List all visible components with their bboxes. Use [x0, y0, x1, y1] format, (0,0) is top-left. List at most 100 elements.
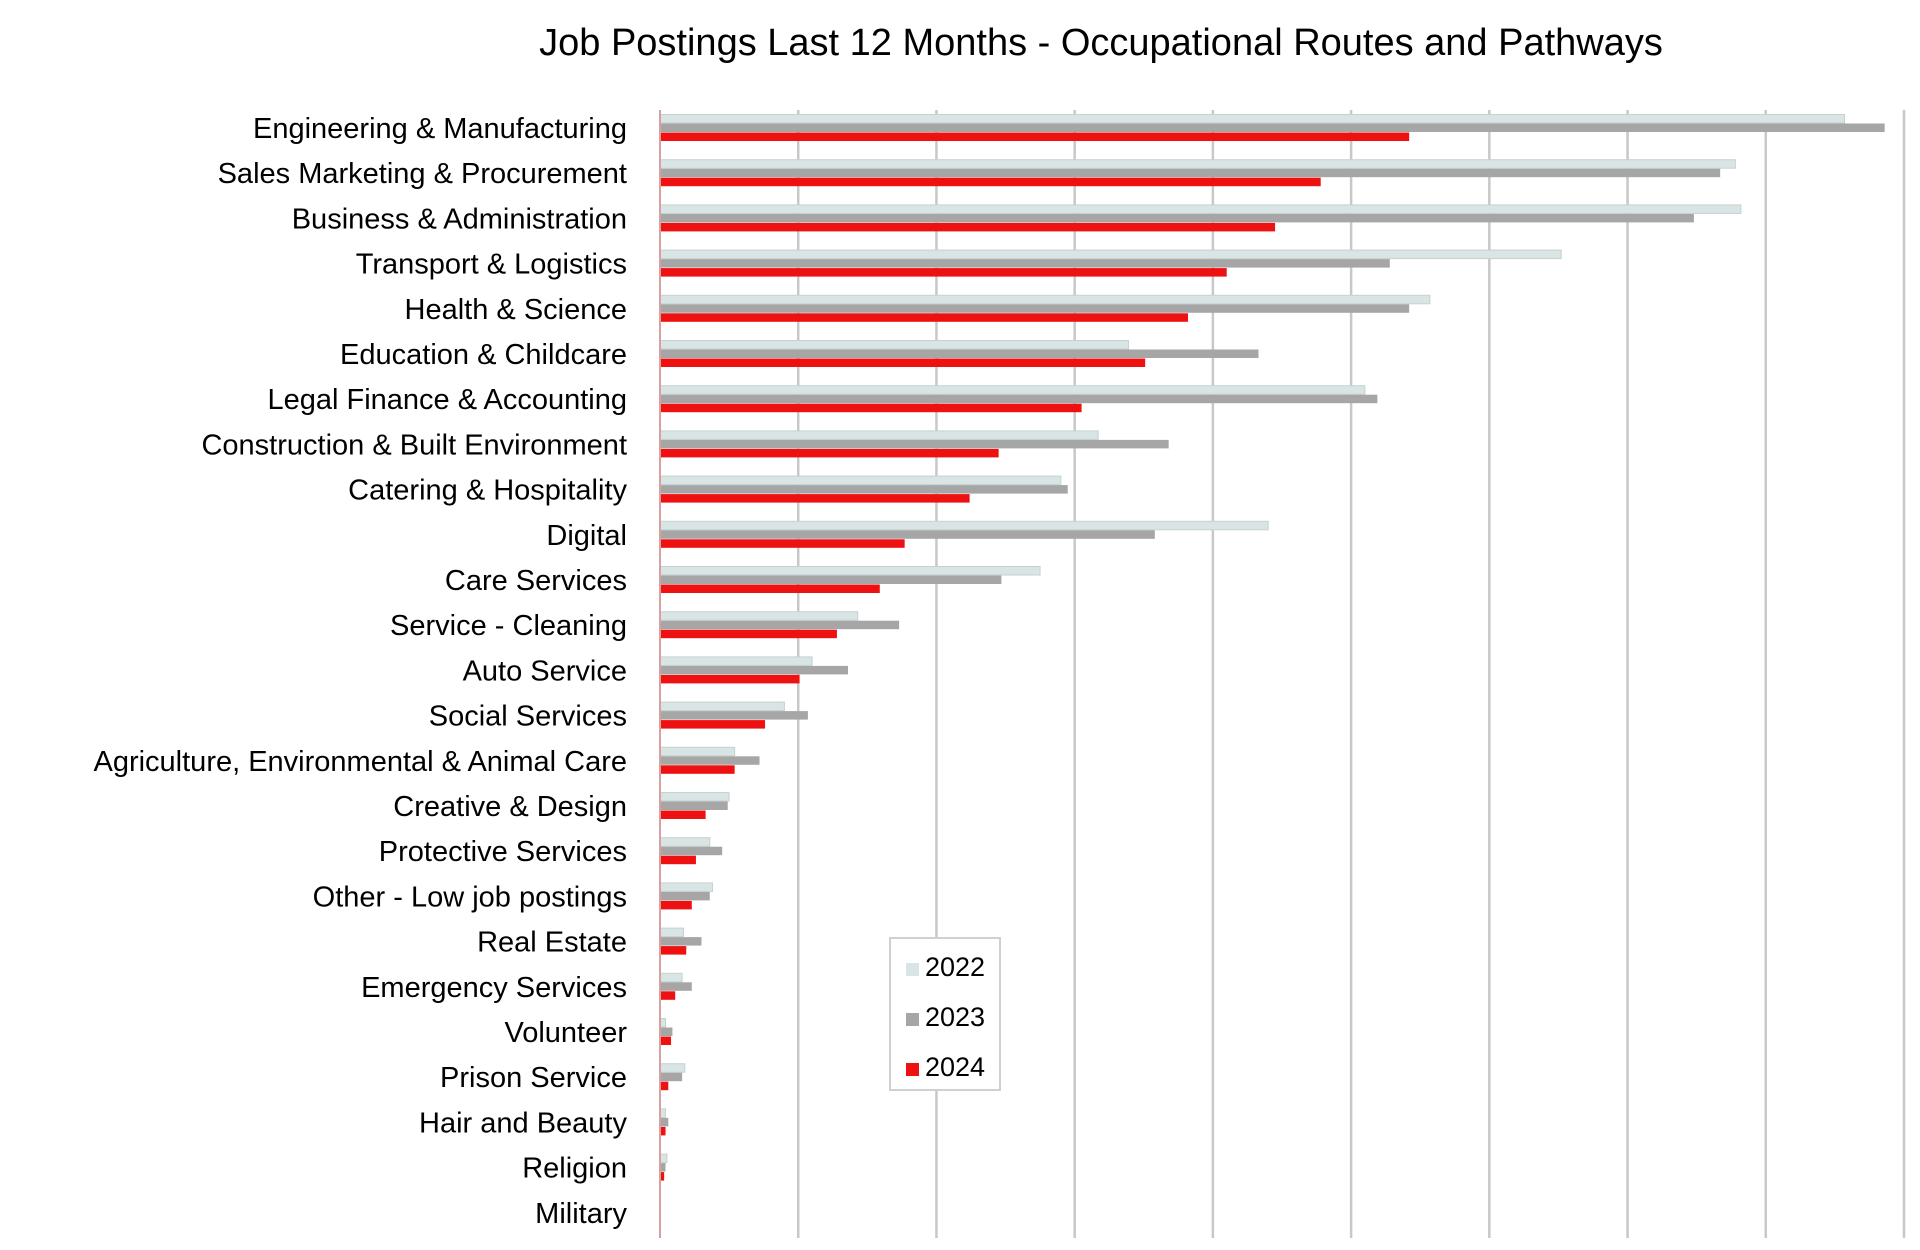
bar-2024 [660, 674, 800, 684]
bar-2022 [659, 746, 736, 757]
bars [659, 114, 1885, 1181]
bar-2023 [660, 711, 808, 720]
bar-2023 [660, 665, 848, 675]
category-label: Military [535, 1198, 627, 1230]
bar-2023 [660, 1027, 673, 1036]
bar-2023 [660, 846, 723, 856]
bar-2024 [660, 132, 1410, 141]
category-label: Sales Marketing & Procurement [218, 158, 627, 190]
bar-2024 [660, 1081, 669, 1091]
bar-2023 [660, 891, 710, 901]
bar-2023 [660, 620, 900, 630]
bar-2024 [660, 268, 1227, 277]
category-label: Real Estate [477, 927, 627, 959]
bar-2023 [660, 1163, 666, 1172]
bar-2022 [659, 385, 1366, 395]
bar-2022 [659, 114, 1846, 124]
category-label: Agriculture, Environmental & Animal Care [93, 746, 627, 778]
bar-2022 [659, 340, 1130, 350]
bar-2023 [660, 1117, 669, 1127]
bar-2023 [660, 801, 728, 810]
bar-2024 [660, 900, 692, 910]
bar-2022 [659, 475, 1062, 486]
category-label: Hair and Beauty [419, 1107, 627, 1139]
bar-2024 [660, 584, 880, 593]
bar-2022 [659, 294, 1431, 305]
category-label: Business & Administration [292, 203, 627, 235]
bar-2023 [660, 1072, 683, 1082]
chart-title: Job Postings Last 12 Months - Occupation… [539, 22, 1663, 64]
bar-2024 [660, 991, 676, 1000]
bar-2022 [659, 837, 711, 847]
category-label: Legal Finance & Accounting [267, 384, 627, 416]
bar-2024 [660, 855, 696, 865]
category-label: Engineering & Manufacturing [253, 113, 627, 145]
category-label: Religion [522, 1153, 627, 1185]
category-label: Education & Childcare [340, 339, 627, 371]
category-label: Social Services [429, 701, 627, 733]
bar-2024 [660, 494, 970, 503]
category-label: Other - Low job postings [313, 881, 627, 913]
bar-2024 [660, 946, 687, 955]
bar-2023 [660, 123, 1885, 132]
bar-2024 [660, 629, 837, 639]
bar-2022 [659, 701, 785, 712]
bar-2022 [659, 656, 813, 666]
category-label: Creative & Design [393, 791, 627, 823]
bar-2023 [660, 259, 1390, 268]
bar-2022 [659, 204, 1742, 214]
bar-2024 [660, 313, 1189, 322]
bar-2023 [660, 530, 1155, 539]
bar-2023 [660, 982, 692, 991]
bar-2024 [660, 358, 1146, 367]
bar-2024 [660, 720, 766, 729]
bar-2022 [659, 520, 1269, 531]
bar-2022 [659, 792, 730, 802]
bar-2022 [659, 249, 1562, 260]
category-label: Prison Service [440, 1062, 627, 1094]
bar-2023 [660, 485, 1068, 494]
category-label: Digital [546, 520, 627, 552]
bar-2023 [660, 394, 1378, 404]
category-label: Volunteer [504, 1017, 627, 1049]
category-label: Health & Science [405, 294, 627, 326]
bar-2022 [659, 159, 1736, 169]
bar-2024 [660, 1172, 665, 1181]
category-label: Construction & Built Environment [201, 429, 627, 461]
bar-2024 [660, 222, 1276, 232]
category-label: Care Services [445, 565, 627, 597]
bar-2023 [660, 439, 1169, 449]
legend: 2022 2023 2024 [889, 937, 1001, 1091]
legend-swatch [906, 1013, 919, 1026]
bar-2023 [660, 756, 760, 765]
bar-2022 [659, 972, 683, 983]
bar-2023 [660, 937, 702, 946]
bar-2024 [660, 403, 1082, 413]
category-label: Emergency Services [361, 972, 627, 1004]
legend-swatch [906, 963, 919, 976]
bar-2022 [659, 611, 859, 621]
bar-2022 [659, 882, 714, 892]
bar-2024 [660, 765, 735, 774]
bar-2024 [660, 177, 1321, 187]
category-label: Service - Cleaning [390, 610, 627, 642]
bar-2022 [659, 430, 1099, 440]
category-label: Catering & Hospitality [348, 475, 627, 507]
legend-label: 2024 [925, 1052, 985, 1082]
category-labels: Engineering & Manufacturing Sales Marketi… [93, 113, 627, 1230]
bar-2023 [660, 213, 1694, 223]
bar-2024 [660, 448, 999, 458]
category-label: Transport & Logistics [356, 249, 627, 281]
bar-2022 [659, 1153, 668, 1164]
bar-2022 [659, 566, 1041, 576]
legend-label: 2022 [925, 952, 985, 982]
bar-2023 [660, 304, 1410, 313]
legend-label: 2023 [925, 1002, 985, 1032]
bar-2024 [660, 1036, 672, 1045]
bar-2024 [660, 1126, 666, 1136]
category-label: Protective Services [379, 836, 627, 868]
legend-swatch [906, 1063, 919, 1076]
category-label: Auto Service [463, 655, 627, 687]
